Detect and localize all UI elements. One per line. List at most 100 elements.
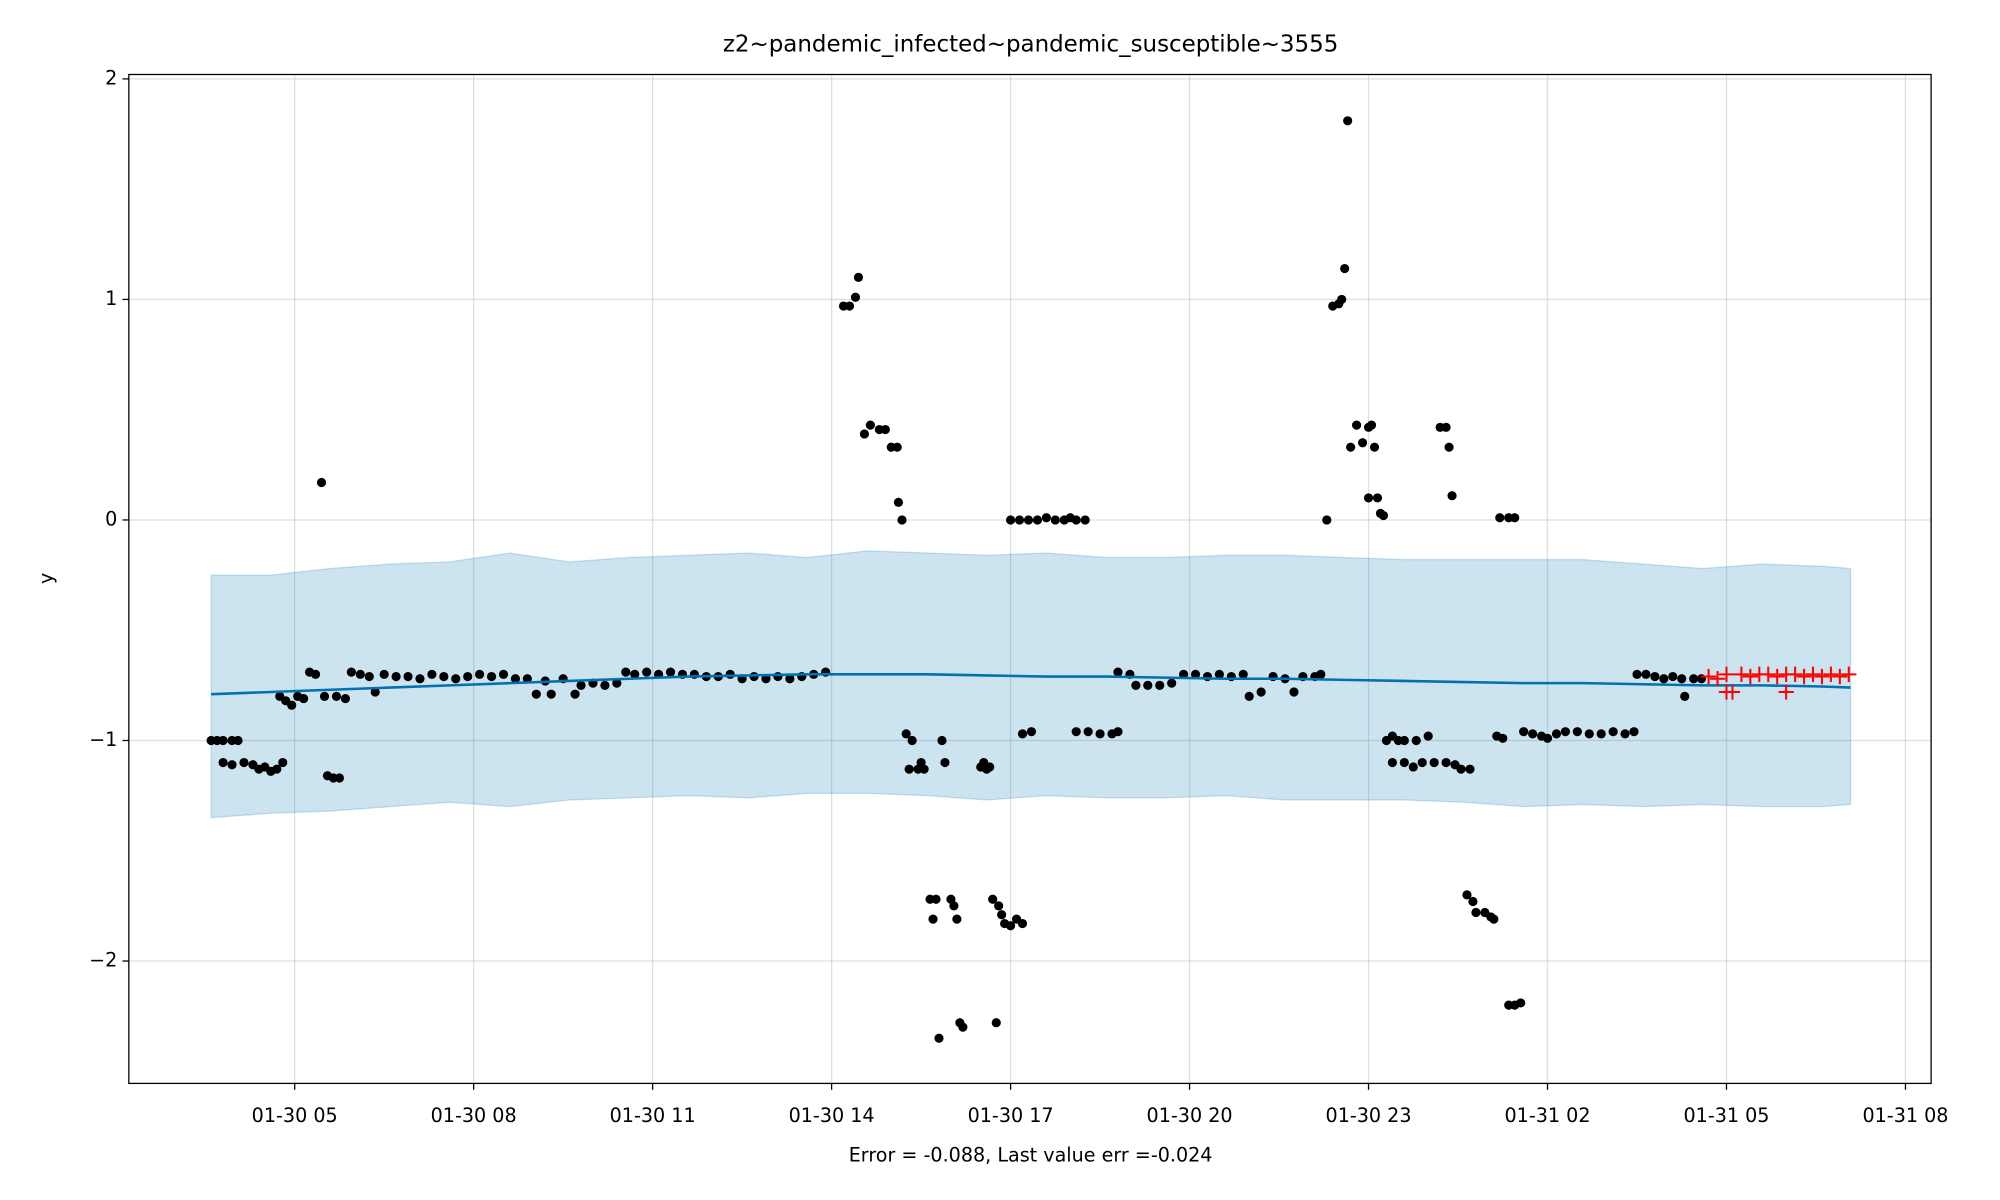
observed-point [1340, 263, 1350, 274]
observed-point [928, 914, 938, 924]
observed-point [1465, 764, 1475, 774]
x-axis-label: Error = -0.088, Last value err =-0.024 [849, 1144, 1213, 1167]
x-tick-label: 01-30 11 [610, 1104, 696, 1127]
observed-point [239, 757, 249, 768]
observed-point [1423, 731, 1433, 741]
observed-point [1668, 671, 1678, 682]
observed-point [1023, 515, 1034, 525]
observed-point [893, 497, 904, 507]
observed-point [1572, 727, 1582, 737]
observed-point [370, 687, 380, 697]
observed-point [1629, 727, 1639, 737]
observed-point [1608, 727, 1618, 737]
observed-point [570, 689, 580, 699]
observed-point [1399, 757, 1409, 768]
observed-point [299, 694, 309, 704]
observed-point [859, 429, 870, 439]
observed-point [1337, 294, 1347, 305]
observed-point [850, 292, 861, 302]
observed-point [773, 671, 783, 682]
observed-point [1516, 998, 1526, 1008]
observed-point [233, 735, 243, 746]
test-point [1823, 666, 1839, 682]
observed-point [355, 669, 365, 679]
observed-point [427, 669, 437, 679]
observed-point [1471, 907, 1481, 918]
observed-point [1399, 735, 1409, 746]
observed-point [1462, 890, 1472, 900]
observed-point [1017, 918, 1028, 929]
observed-point [439, 671, 449, 682]
observed-point [1596, 729, 1606, 739]
observed-point [1659, 674, 1669, 684]
observed-point [272, 764, 282, 774]
observed-point [785, 674, 795, 684]
observed-point [642, 667, 652, 677]
observed-point [1632, 669, 1642, 679]
observed-point [901, 729, 911, 739]
observed-point [498, 669, 509, 679]
observed-point [991, 1018, 1001, 1028]
test-point [1796, 668, 1812, 685]
observed-point [1510, 513, 1520, 523]
test-point [1760, 666, 1776, 682]
observed-point [1620, 729, 1630, 739]
observed-point [1429, 757, 1439, 768]
observed-point [1014, 515, 1025, 525]
observed-point [1366, 420, 1377, 430]
observed-point [1417, 757, 1427, 768]
observed-point [940, 757, 950, 768]
observed-point [451, 674, 461, 684]
observed-point [1005, 515, 1016, 525]
observed-point [218, 757, 228, 768]
observed-point [665, 667, 676, 677]
observed-point [1528, 729, 1538, 739]
observed-point [1357, 438, 1368, 448]
observed-point [985, 762, 995, 772]
observed-point [904, 764, 914, 774]
observed-point [1071, 515, 1081, 525]
test-point [1724, 684, 1741, 700]
observed-point [1155, 680, 1165, 690]
observed-point [1050, 515, 1060, 525]
observed-point [988, 894, 998, 904]
observed-point [546, 689, 556, 699]
observed-point [1689, 674, 1699, 684]
observed-point [949, 901, 959, 911]
observed-point [1316, 669, 1326, 679]
observed-point [331, 691, 342, 701]
observed-point [621, 667, 631, 677]
observed-point [1167, 678, 1177, 688]
observed-point [1041, 513, 1051, 523]
y-tick-label: −2 [89, 949, 117, 972]
observed-point [1560, 727, 1571, 737]
observed-point [340, 694, 350, 704]
observed-point [1346, 442, 1356, 452]
observed-point [486, 671, 497, 682]
observed-point [1542, 733, 1553, 743]
observed-point [316, 477, 327, 488]
y-tick-label: −1 [89, 728, 117, 751]
observed-point [844, 301, 855, 311]
observed-point [994, 901, 1004, 911]
observed-point [725, 669, 735, 679]
observed-point [1032, 515, 1043, 525]
observed-point [403, 671, 413, 682]
y-tick-label: 0 [105, 507, 117, 530]
observed-point [1113, 667, 1123, 677]
observed-point [1498, 733, 1508, 743]
observed-point [1363, 493, 1374, 503]
observed-point [1005, 921, 1016, 931]
x-tick-label: 01-31 08 [1862, 1104, 1948, 1127]
observed-point [364, 671, 374, 682]
observed-point [1214, 669, 1224, 679]
observed-point [916, 757, 926, 768]
observed-point [379, 669, 389, 679]
test-point [1718, 666, 1735, 682]
test-point [1832, 668, 1848, 685]
observed-point [278, 757, 288, 768]
observed-point [1411, 735, 1421, 746]
x-tick-label: 01-30 20 [1147, 1104, 1233, 1127]
test-point [1814, 668, 1830, 685]
